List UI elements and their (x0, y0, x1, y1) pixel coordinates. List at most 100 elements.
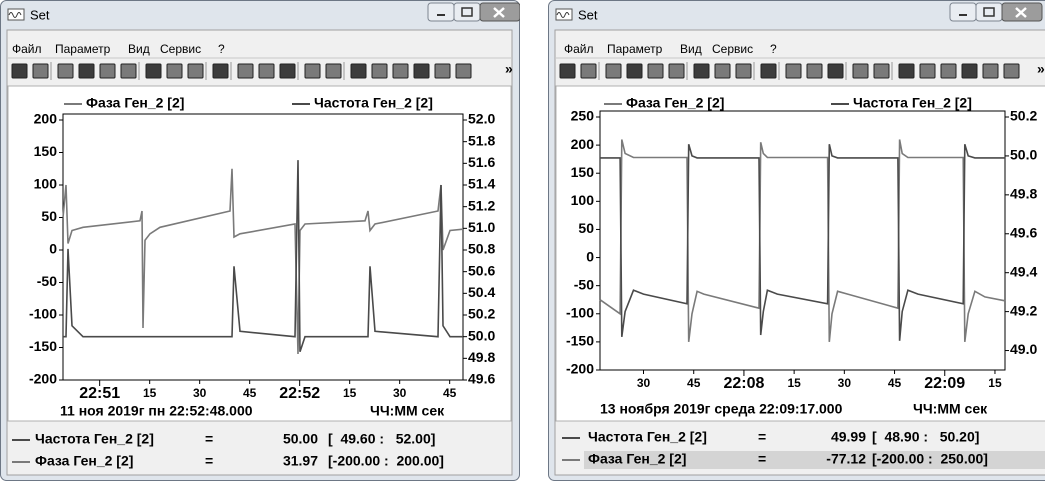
series-line (599, 139, 1006, 342)
chart-area (7, 85, 512, 422)
menu-item[interactable]: Вид (128, 42, 150, 56)
toolbar-button[interactable] (940, 63, 957, 79)
toolbar-button[interactable] (258, 63, 275, 79)
minimize-button[interactable] (949, 2, 977, 22)
toolbar-button[interactable] (392, 63, 409, 79)
y2-tick-label: 49.4 (1010, 263, 1037, 279)
maximize-button[interactable] (975, 2, 1003, 22)
time-format: ЧЧ:ММ сек (370, 403, 445, 419)
menu-item[interactable]: Параметр (607, 42, 663, 56)
y-tick-label: 50 (41, 208, 57, 224)
chart-area (555, 85, 1045, 422)
series-line (62, 168, 464, 355)
y-tick-label: -200 (29, 371, 57, 387)
toolbar-button[interactable] (99, 63, 116, 79)
toolbar-button[interactable] (212, 63, 229, 79)
legend-label: Фаза Ген_2 [2] (86, 95, 184, 111)
toolbar-button[interactable] (605, 63, 622, 79)
toolbar-button[interactable] (693, 63, 710, 79)
toolbar-overflow: » (505, 61, 513, 77)
toolbar-button[interactable] (982, 63, 999, 79)
menu-item[interactable]: Сервис (160, 42, 201, 56)
x-tick-label: 30 (193, 386, 207, 400)
y-tick-label: 200 (34, 111, 58, 127)
toolbar-button[interactable] (580, 63, 597, 79)
toolbar-button[interactable] (455, 63, 472, 79)
toolbar-button[interactable] (785, 63, 802, 79)
x-tick-label: 22:52 (279, 385, 320, 402)
toolbar-button[interactable] (78, 63, 95, 79)
minimize-button[interactable] (427, 2, 455, 22)
toolbar-button[interactable] (325, 63, 342, 79)
toolbar-button[interactable] (760, 63, 777, 79)
toolbar-button[interactable] (735, 63, 752, 79)
y-tick-label: 100 (571, 192, 595, 208)
toolbar-button[interactable] (873, 63, 890, 79)
y-tick-label: -150 (566, 333, 594, 349)
window-icon (555, 8, 573, 21)
legend-label: Частота Ген_2 [2] (853, 95, 972, 111)
toolbar-button[interactable] (1003, 63, 1020, 79)
menu-item[interactable]: Параметр (55, 42, 111, 56)
readout-range: [-200.00 : 200.00] (328, 453, 444, 469)
toolbar-button[interactable] (714, 63, 731, 79)
legend-label: Фаза Ген_2 [2] (626, 95, 724, 111)
menu-item[interactable]: Файл (564, 42, 594, 56)
readout-name: Частота Ген_2 [2] (588, 429, 707, 445)
time-format: ЧЧ:ММ сек (913, 401, 988, 417)
toolbar-button[interactable] (57, 63, 74, 79)
toolbar-button[interactable] (187, 63, 204, 79)
menu-item[interactable]: Вид (680, 42, 702, 56)
toolbar-button[interactable] (120, 63, 137, 79)
y-tick-label: 0 (49, 241, 57, 257)
legend-label: Частота Ген_2 [2] (314, 95, 433, 111)
toolbar-button[interactable] (32, 63, 49, 79)
menu-item[interactable]: Файл (12, 42, 42, 56)
toolbar-button[interactable] (647, 63, 664, 79)
readout-name: Фаза Ген_2 [2] (588, 451, 686, 467)
y2-tick-label: 50.0 (468, 327, 495, 343)
close-glyph (493, 7, 505, 18)
x-tick-label: 30 (393, 386, 407, 400)
series-line (63, 160, 463, 353)
timestamp: 11 ноя 2019г пн 22:52:48.000 (60, 403, 253, 419)
y-tick-label: -150 (29, 338, 57, 354)
readout-sign: = (758, 451, 766, 467)
x-tick-label: 15 (143, 386, 157, 400)
toolbar-button[interactable] (559, 63, 576, 79)
y-tick-label: -100 (566, 304, 594, 320)
toolbar-button[interactable] (919, 63, 936, 79)
toolbar-button[interactable] (371, 63, 388, 79)
toolbar-button[interactable] (626, 63, 643, 79)
plot-frame (599, 110, 1006, 371)
toolbar-button[interactable] (350, 63, 367, 79)
toolbar-button[interactable] (852, 63, 869, 79)
toolbar-button[interactable] (434, 63, 451, 79)
toolbar-button[interactable] (279, 63, 296, 79)
menu-item[interactable]: ? (770, 42, 777, 56)
toolbar-button[interactable] (806, 63, 823, 79)
y2-tick-label: 50.0 (1010, 147, 1037, 163)
toolbar-button[interactable] (668, 63, 685, 79)
toolbar-button[interactable] (827, 63, 844, 79)
menu-item[interactable]: Сервис (712, 42, 753, 56)
y2-tick-label: 50.2 (468, 306, 495, 322)
menu-item[interactable]: ? (218, 42, 225, 56)
toolbar-button[interactable] (898, 63, 915, 79)
toolbar-button[interactable] (166, 63, 183, 79)
toolbar-button[interactable] (237, 63, 254, 79)
y-tick-label: 200 (571, 136, 595, 152)
maximize-button[interactable] (453, 2, 481, 22)
y2-tick-label: 50.2 (1010, 108, 1037, 124)
x-tick-label: 45 (888, 376, 902, 390)
x-tick-label: 22:08 (723, 375, 764, 392)
y2-tick-label: 50.8 (468, 241, 495, 257)
y2-tick-label: 51.6 (468, 154, 495, 170)
toolbar-button[interactable] (304, 63, 321, 79)
y2-tick-label: 49.8 (1010, 186, 1037, 202)
toolbar-button[interactable] (145, 63, 162, 79)
toolbar-button[interactable] (11, 63, 28, 79)
toolbar-button[interactable] (413, 63, 430, 79)
toolbar-button[interactable] (961, 63, 978, 79)
